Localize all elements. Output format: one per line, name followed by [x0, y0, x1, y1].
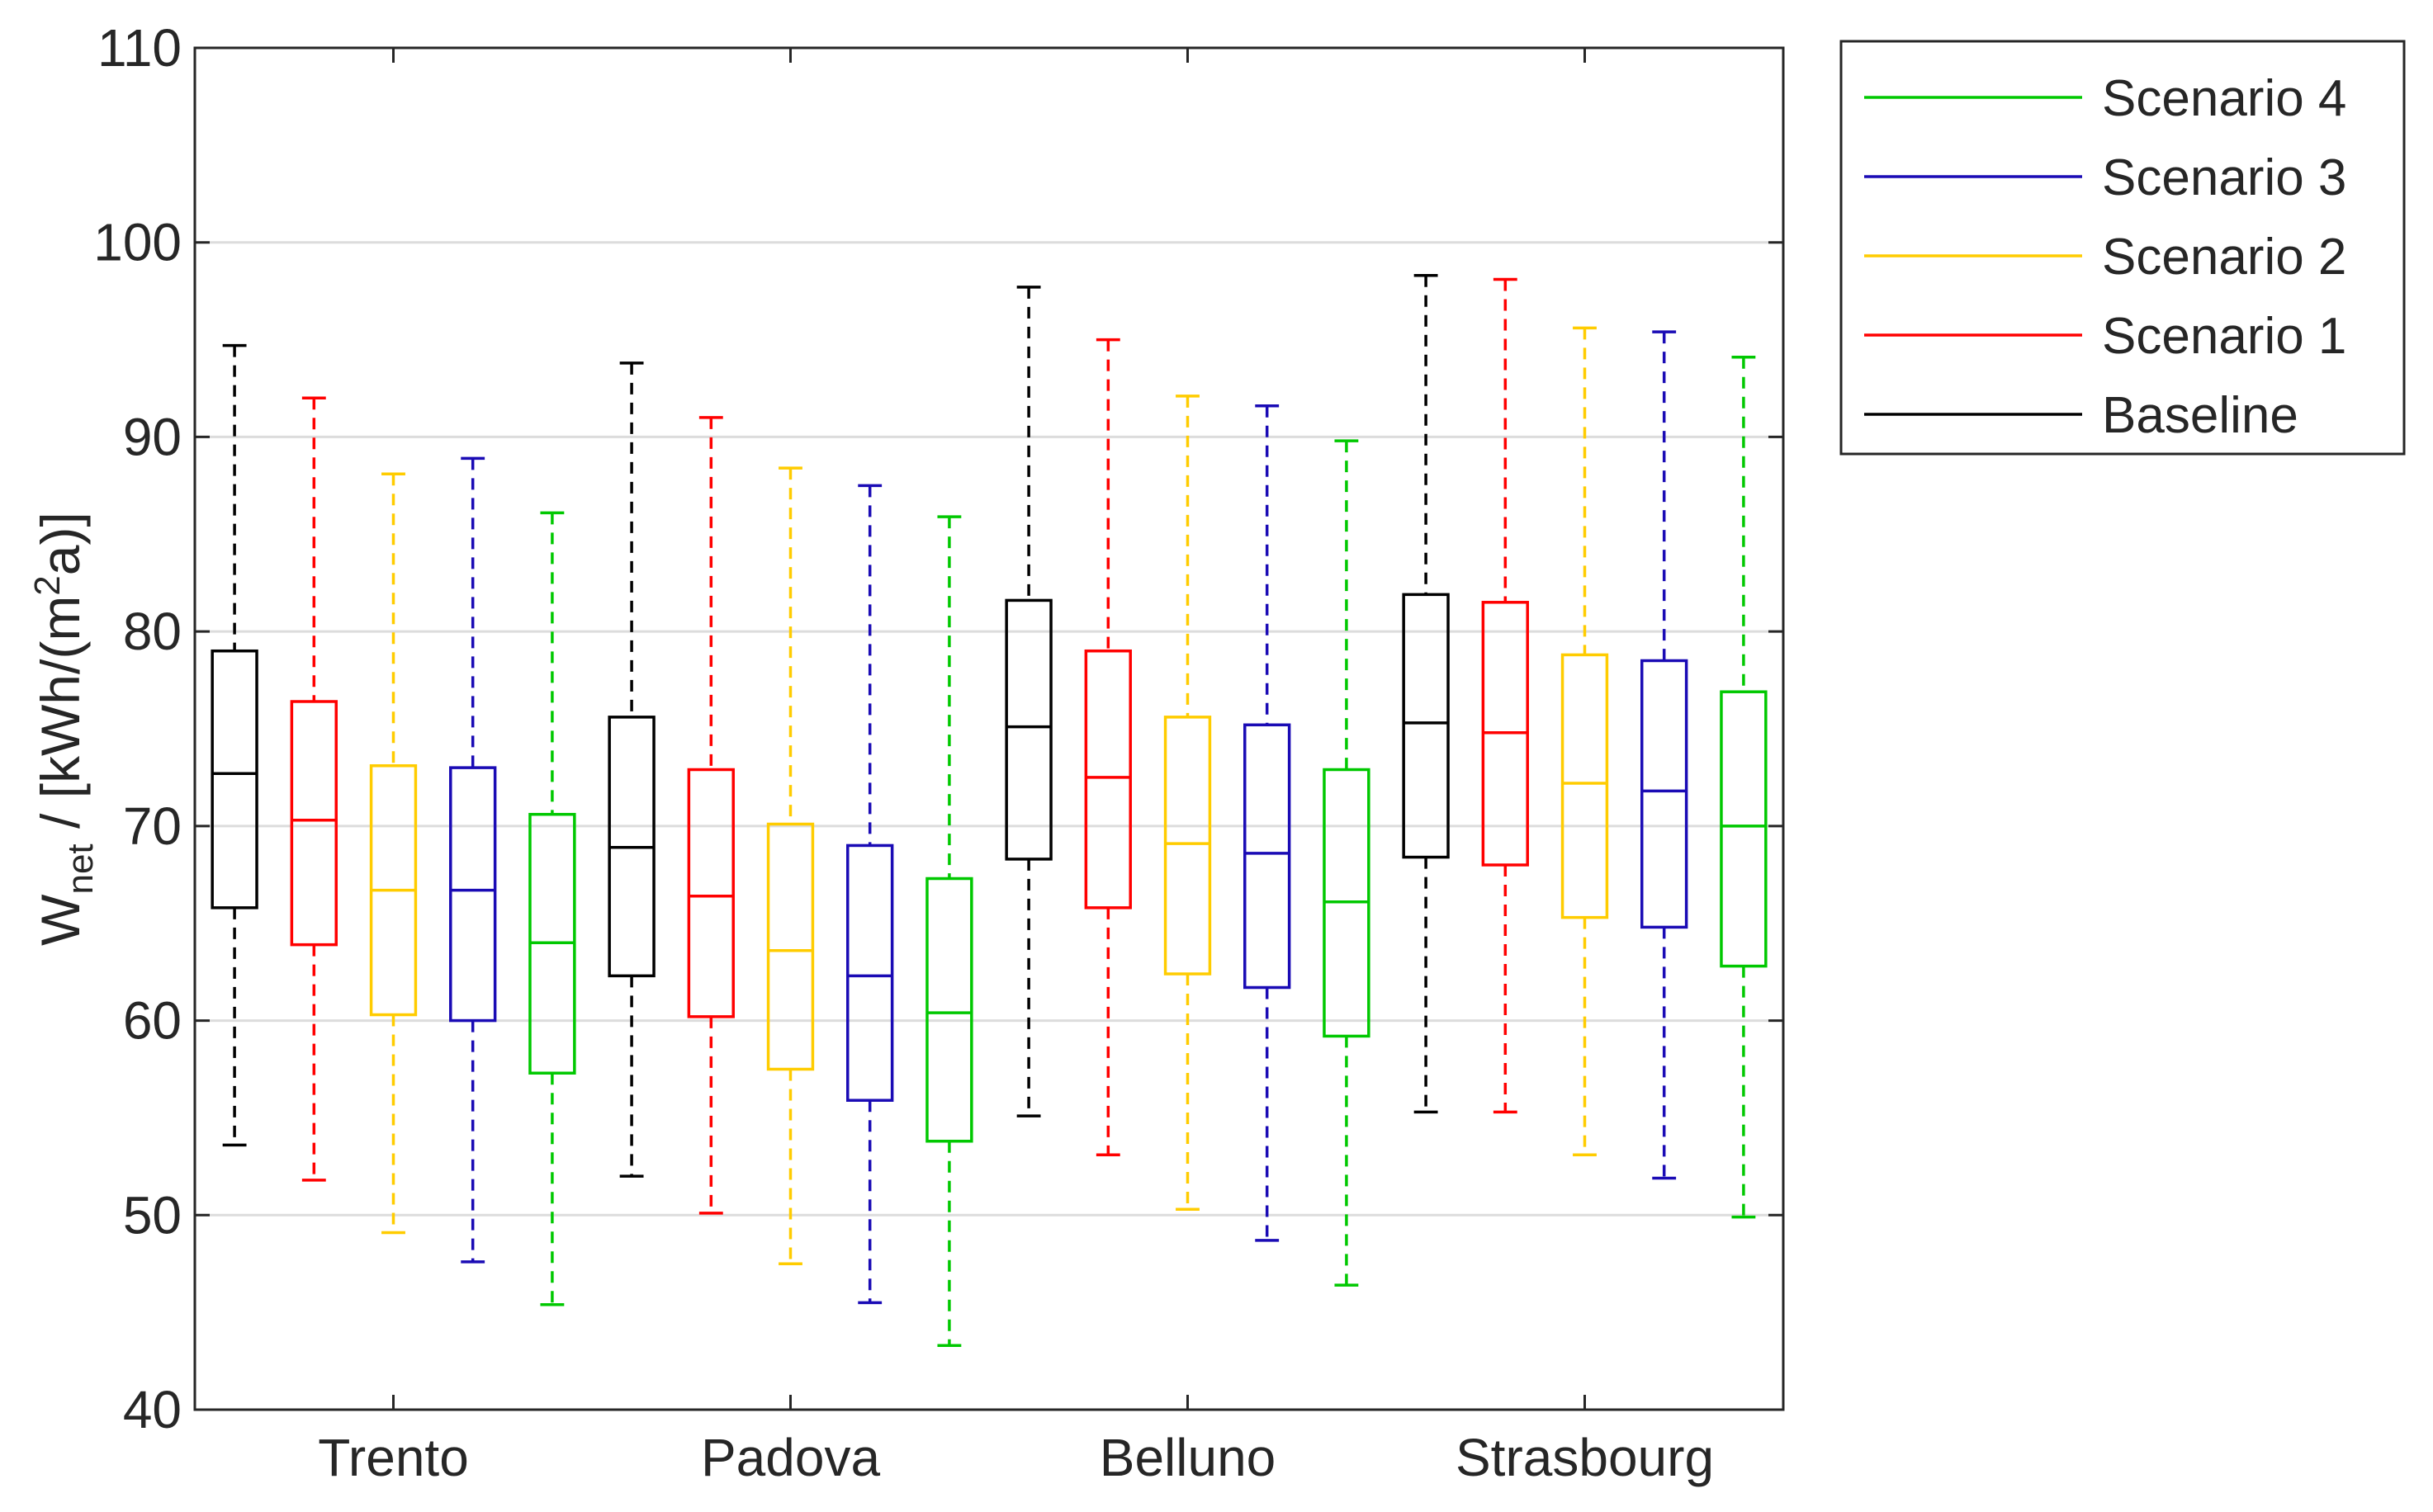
- y-tick-label: 60: [123, 991, 182, 1051]
- box-scenario-4: [528, 511, 576, 1306]
- box-scenario-4: [1323, 439, 1370, 1287]
- x-axis-ticks: Trento Padova Belluno Strasbourg: [318, 48, 1714, 1487]
- x-tick-label: Trento: [318, 1428, 469, 1487]
- legend-label: Scenario 4: [2102, 70, 2346, 127]
- box-scenario-3: [1640, 330, 1688, 1180]
- box-scenario-3: [449, 456, 497, 1264]
- box-series-group: [211, 274, 1768, 1347]
- y-axis-ticks: 40 50 60 70 80 90 100 110: [93, 18, 1783, 1439]
- box-scenario-3: [846, 484, 894, 1305]
- box-scenario-2: [1163, 395, 1212, 1211]
- y-tick-label: 40: [123, 1380, 182, 1439]
- legend-label: Scenario 2: [2102, 229, 2346, 286]
- x-tick-label: Strasbourg: [1456, 1428, 1714, 1487]
- box-body: [1005, 598, 1053, 861]
- box-baseline: [211, 343, 258, 1147]
- y-tick-label: 50: [123, 1185, 182, 1245]
- y-axis-label-main: W: [30, 894, 91, 946]
- box-body: [211, 649, 258, 910]
- y-axis-label-suffix: a)]: [30, 512, 91, 575]
- y-tick-label: 110: [97, 18, 182, 78]
- y-axis-label: Wnet / [kWh/(m2a)]: [27, 512, 101, 946]
- box-body: [925, 876, 973, 1143]
- box-scenario-3: [1243, 404, 1291, 1242]
- legend-label: Baseline: [2102, 387, 2298, 444]
- box-body: [1163, 716, 1212, 976]
- y-axis-label-superscript: 2: [27, 575, 68, 595]
- box-scenario-1: [1084, 338, 1132, 1156]
- box-body: [1402, 593, 1450, 859]
- box-scenario-1: [290, 396, 338, 1182]
- y-tick-label: 80: [123, 602, 182, 661]
- box-body: [1560, 653, 1609, 919]
- box-scenario-2: [1560, 326, 1609, 1156]
- legend: Scenario 4 Scenario 3 Scenario 2 Scenario 1…: [1839, 40, 2406, 456]
- box-body: [449, 766, 497, 1023]
- box-body: [1243, 723, 1291, 990]
- box-body: [1640, 659, 1688, 929]
- plot-area-frame: [193, 46, 1785, 1411]
- y-axis-label-rest: / [kWh/(m: [30, 596, 91, 844]
- x-tick-label: Padova: [701, 1428, 880, 1487]
- box-body: [846, 843, 894, 1102]
- box-baseline: [1402, 274, 1450, 1114]
- legend-label: Scenario 1: [2102, 308, 2346, 365]
- legend-frame: [1839, 40, 2406, 456]
- y-tick-label: 90: [123, 407, 182, 466]
- grid-lines: [195, 241, 1783, 1217]
- x-tick-label: Belluno: [1100, 1428, 1276, 1487]
- legend-label: Scenario 3: [2102, 149, 2346, 206]
- box-body: [1084, 649, 1132, 910]
- box-scenario-4: [925, 515, 973, 1347]
- box-scenario-4: [1720, 356, 1768, 1219]
- y-tick-label: 100: [93, 213, 182, 272]
- box-scenario-2: [369, 472, 418, 1235]
- y-tick-label: 70: [123, 796, 182, 856]
- box-baseline: [608, 361, 656, 1178]
- box-scenario-1: [1481, 277, 1529, 1114]
- y-axis-label-subscript: net: [60, 843, 101, 894]
- box-scenario-2: [766, 466, 815, 1265]
- box-scenario-1: [687, 416, 735, 1215]
- box-body: [1720, 690, 1768, 968]
- box-body: [687, 768, 735, 1018]
- box-body: [290, 700, 338, 947]
- box-body: [766, 822, 815, 1071]
- box-baseline: [1005, 286, 1053, 1117]
